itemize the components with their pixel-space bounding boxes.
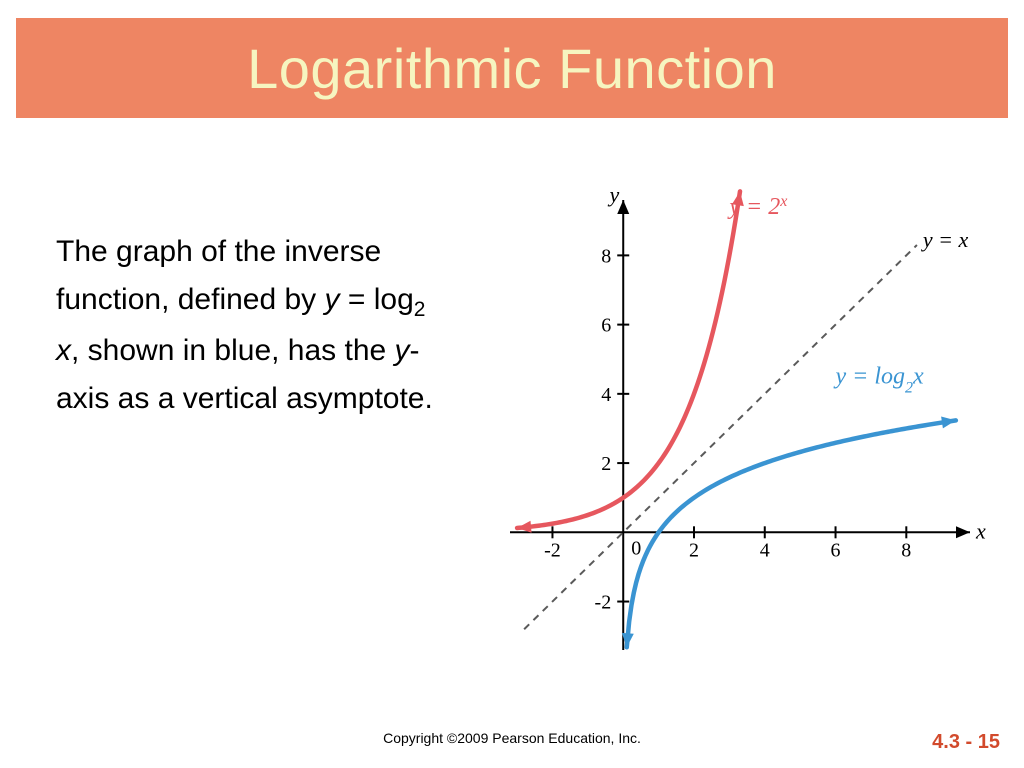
identity-label: y = x — [921, 227, 969, 252]
log-curve-label: y = log2x — [834, 363, 925, 396]
chart-svg: x y -2 2 4 6 8 -2 2 4 6 8 0 y = x y = 2x y = log2x — [490, 180, 1010, 680]
body-post: , shown in blue, has the — [71, 334, 395, 367]
body-func-y: y — [325, 283, 340, 316]
y-axis-label: y — [607, 182, 619, 207]
y-tick-label: -2 — [595, 592, 612, 614]
origin-label: 0 — [631, 537, 641, 559]
y-tick-label: 2 — [601, 453, 611, 475]
exp-curve-label: y = 2x — [727, 192, 787, 220]
x-axis-label: x — [975, 518, 986, 543]
x-tick-label: 2 — [689, 539, 699, 561]
x-tick-label: 8 — [901, 539, 911, 561]
y-tick-label: 6 — [601, 315, 611, 337]
body-sub: 2 — [414, 298, 426, 321]
title-bar: Logarithmic Function — [16, 18, 1008, 118]
x-tick-label: 4 — [760, 539, 770, 561]
page-number: 4.3 - 15 — [932, 731, 1000, 754]
copyright-text: Copyright ©2009 Pearson Education, Inc. — [0, 730, 1024, 746]
x-tick-label: -2 — [544, 539, 561, 561]
x-tick-label: 6 — [831, 539, 841, 561]
body-text: The graph of the inverse function, defin… — [56, 228, 456, 423]
exp-curve — [517, 191, 740, 528]
y-tick-label: 4 — [601, 384, 611, 406]
page-title: Logarithmic Function — [247, 36, 777, 101]
body-func-x: x — [56, 334, 71, 367]
body-eq: = log — [340, 283, 414, 316]
chart-area: x y -2 2 4 6 8 -2 2 4 6 8 0 y = x y = 2x y = log2x — [490, 180, 1010, 680]
y-tick-label: 8 — [601, 245, 611, 267]
body-axis: y — [395, 334, 410, 367]
